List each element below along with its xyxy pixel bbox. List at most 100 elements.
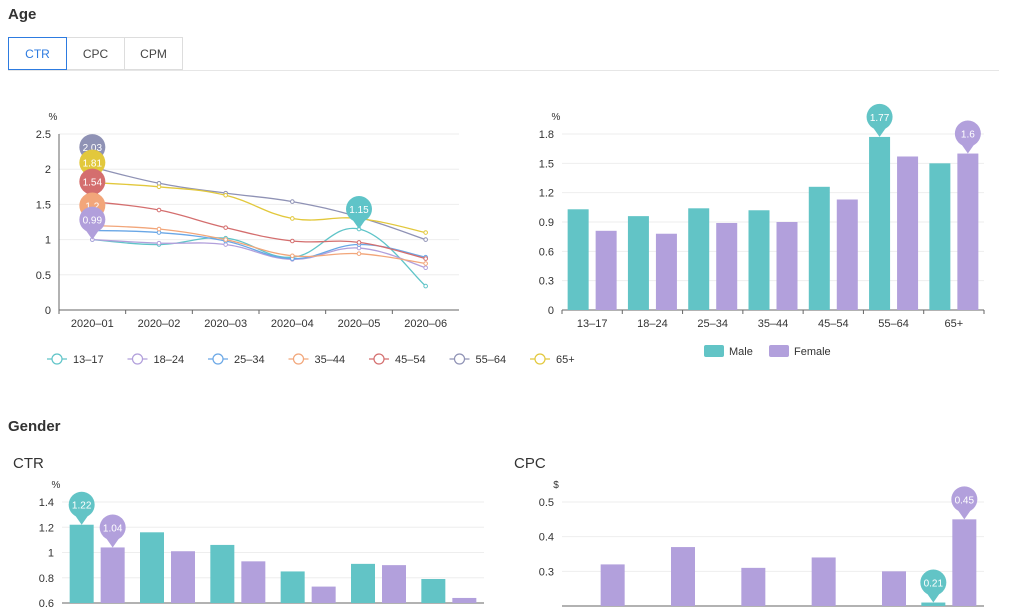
legend-label-18-24: 18–24 [154,354,185,366]
legend-label-male: Male [729,346,753,358]
bar-female [595,230,617,310]
marker-pin [951,486,978,513]
marker-pin [79,168,106,195]
y-unit-label: $ [553,480,559,491]
marker-pin [68,491,95,518]
metric-tabs: CTR CPC CPM [8,37,183,70]
marker-label: 1.81 [83,159,103,170]
data-point-35-44 [423,261,428,266]
series-line-25-34 [92,229,426,260]
tab-cpm[interactable]: CPM [125,37,183,70]
y-tick-label: 1.8 [539,129,554,141]
x-tick-label: 45–54 [818,318,849,330]
data-point-45-54 [290,238,295,244]
y-tick-label: 2 [45,164,51,176]
marker-label: 1.04 [103,523,123,534]
tab-divider [8,70,999,71]
y-unit-label: % [49,112,58,123]
bar-male [140,532,164,603]
legend-label-25-34: 25–34 [234,354,265,366]
bar-female [836,199,858,310]
tab-cpc[interactable]: CPC [67,37,125,70]
bar-male [627,216,649,310]
x-tick-label: 2020–02 [138,318,181,330]
marker-label: 1.77 [870,113,890,124]
marker-label: 0.21 [924,579,944,590]
x-tick-label: 18–24 [637,318,668,330]
bar-female [811,557,836,606]
series-line-18-24 [92,238,426,269]
data-point-35-44 [223,237,228,242]
x-tick-label: 2020–01 [71,318,114,330]
y-tick-label: 0.8 [39,573,54,585]
data-point-55-64 [423,237,428,242]
data-point-55-64 [290,199,295,204]
legend-label-35-44: 35–44 [315,354,346,366]
legend-swatch-male [704,345,724,357]
bar-female [600,564,625,606]
data-point-65+ [156,184,162,190]
bar-female [382,565,406,603]
y-tick-label: 0 [45,305,51,317]
x-tick-label: 25–34 [697,318,728,330]
tab-ctr[interactable]: CTR [8,37,67,70]
y-tick-label: 0.6 [39,598,54,607]
data-point-45-54 [356,240,362,245]
y-tick-label: 1.4 [39,497,54,509]
bar-male [351,563,375,603]
legend-label-female: Female [794,346,831,358]
bar-male [210,544,235,603]
bar-male [869,136,891,310]
y-tick-label: 1 [45,235,51,247]
y-tick-label: 1 [48,548,54,560]
x-tick-label: 13–17 [577,318,608,330]
bar-male [421,579,446,603]
age-line-chart: 0 0.5 1 1.5 2 2.5% 2020–01 2020–02 2020–03 2020–0… [36,112,575,366]
bar-male [748,210,770,310]
bar-female [957,153,979,310]
legend-marker-55-64 [453,353,466,365]
series-line-35-44 [92,224,426,265]
gender-cpc-title: CPC [514,455,546,472]
marker-label: 0.45 [955,495,975,506]
legend-marker-25-34 [212,353,224,365]
marker-label: 2.03 [83,143,103,154]
x-tick-label: 35–44 [758,318,789,330]
x-tick-label: 2020–05 [338,318,381,330]
y-tick-label: 0 [548,305,554,317]
x-tick-label: 2020–04 [271,318,314,330]
bar-female [241,561,266,603]
gender-section-title: Gender [8,418,61,435]
legend-marker-65+ [534,353,546,365]
data-point-45-54 [156,207,162,213]
bar-female [716,222,738,310]
y-tick-label: 0.5 [539,497,554,509]
series-line-45-54 [92,200,426,260]
data-point-45-54 [423,256,428,261]
y-tick-label: 1.2 [539,188,554,200]
marker-pin [99,514,126,541]
y-unit-label: % [52,480,61,491]
marker-pin [79,149,106,176]
y-tick-label: 0.5 [36,270,51,282]
age-section-title: Age [8,6,37,23]
bar-female [100,547,125,603]
data-point-35-44 [356,251,362,256]
marker-label: 0.99 [83,216,103,227]
legend-swatch-female [769,345,789,357]
bar-male [688,208,710,310]
bar-female [952,519,977,606]
bar-female [671,547,695,606]
y-tick-label: 1.5 [36,199,51,211]
bar-female [171,551,195,603]
x-tick-label: 55–64 [878,318,909,330]
marker-label: 1.6 [961,130,975,141]
gender-ctr-chart: 0.6 0.8 1 1.2 1.4% 1.22 1.04 [39,480,484,607]
marker-pin [866,103,893,130]
bar-female [311,586,336,603]
data-point-13-17 [423,283,428,289]
bar-female [897,156,919,310]
bar-male [929,163,951,310]
marker-pin [954,120,981,147]
bar-male [567,209,589,310]
